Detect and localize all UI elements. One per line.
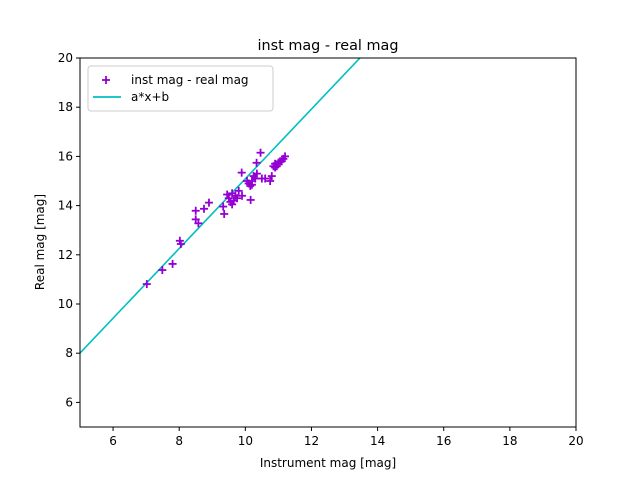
data-point	[267, 172, 276, 181]
data-point	[247, 180, 256, 189]
data-point	[233, 194, 242, 203]
data-point	[242, 177, 251, 185]
data-point	[266, 177, 275, 185]
x-tick-label: 6	[109, 434, 117, 448]
y-tick-label: 18	[58, 100, 73, 114]
data-point	[194, 219, 203, 228]
legend-marker-scatter	[102, 76, 110, 84]
y-tick-label: 10	[58, 297, 73, 311]
data-point	[237, 168, 246, 177]
data-point	[228, 200, 237, 209]
chart-title: inst mag - real mag	[258, 38, 399, 54]
data-point	[252, 158, 261, 167]
x-axis-label: Instrument mag [mag]	[260, 456, 396, 470]
legend: inst mag - real mag a*x+b	[87, 65, 274, 112]
data-point	[246, 195, 255, 204]
data-point	[252, 169, 261, 178]
x-tick-label: 10	[238, 434, 253, 448]
y-tick-label: 12	[58, 248, 73, 262]
data-point	[220, 209, 229, 218]
data-point	[223, 190, 232, 199]
data-point	[261, 174, 270, 183]
data-point	[274, 158, 283, 167]
y-tick-label: 8	[65, 346, 73, 360]
y-tick-label: 14	[58, 199, 73, 213]
data-point	[238, 191, 247, 200]
x-tick-label: 16	[436, 434, 451, 448]
data-point	[256, 148, 265, 157]
data-point	[271, 163, 280, 172]
data-point	[234, 186, 243, 195]
x-tick-label: 18	[502, 434, 517, 448]
x-tick-label: 12	[304, 434, 319, 448]
x-tick-label: 14	[370, 434, 385, 448]
data-point	[142, 280, 151, 289]
y-tick-label: 16	[58, 149, 73, 163]
x-tick-label: 20	[568, 434, 583, 448]
data-point	[200, 204, 208, 213]
legend-label-scatter: inst mag - real mag	[131, 73, 249, 87]
data-point	[281, 152, 290, 161]
x-tick-label: 8	[175, 434, 183, 448]
legend-label-line: a*x+b	[131, 90, 169, 104]
data-point	[158, 266, 167, 275]
y-tick-label: 6	[65, 395, 73, 409]
plot-area-frame	[79, 57, 577, 428]
data-point	[246, 181, 255, 190]
data-point	[168, 259, 177, 268]
legend-frame	[87, 65, 274, 112]
fit-line	[80, 58, 362, 354]
data-point	[204, 198, 213, 207]
data-point	[191, 206, 200, 215]
data-point	[219, 202, 228, 211]
y-axis-label: Real mag [mag]	[33, 194, 47, 290]
data-point	[224, 194, 233, 203]
data-point	[176, 239, 185, 248]
y-tick-label: 20	[58, 51, 73, 65]
